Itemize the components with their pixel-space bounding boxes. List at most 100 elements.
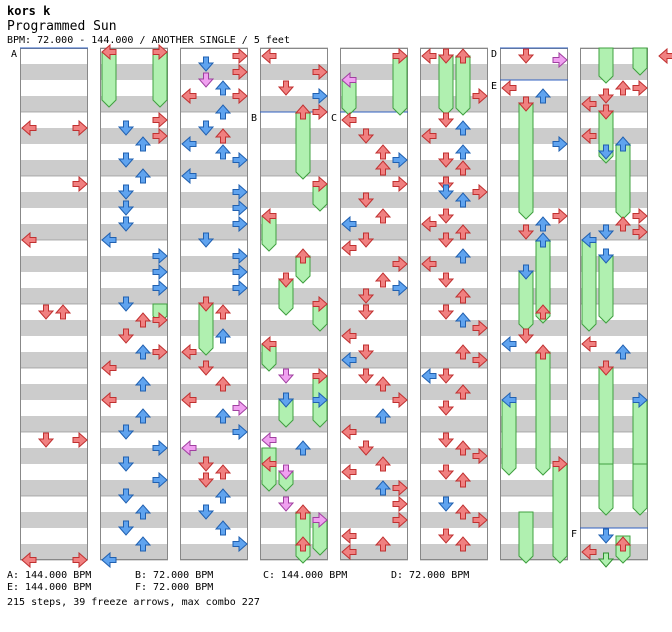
step-arrow xyxy=(197,56,215,72)
gray-stripe xyxy=(580,352,648,368)
step-arrow xyxy=(214,128,232,144)
gray-stripe xyxy=(180,544,248,560)
chart-column xyxy=(180,47,248,561)
step-arrow xyxy=(437,152,455,168)
step-arrow xyxy=(21,119,37,137)
chart-column: B xyxy=(251,47,328,564)
gray-stripe xyxy=(260,96,328,112)
gray-stripe xyxy=(500,320,568,336)
gray-stripe xyxy=(100,480,168,496)
step-arrow xyxy=(261,431,277,449)
step-arrow xyxy=(37,432,55,448)
gray-stripe xyxy=(580,256,648,272)
step-arrow xyxy=(117,424,135,440)
step-arrow xyxy=(581,231,597,249)
step-arrow xyxy=(454,248,472,264)
step-arrow xyxy=(117,200,135,216)
step-arrow xyxy=(374,480,392,496)
step-arrow xyxy=(614,136,632,152)
freeze-arrow xyxy=(518,511,534,564)
step-arrow xyxy=(437,208,455,224)
step-arrow xyxy=(437,184,455,200)
gray-stripe xyxy=(180,480,248,496)
step-arrow xyxy=(392,279,408,297)
step-arrow xyxy=(341,327,357,345)
column-border xyxy=(580,48,648,560)
gray-stripe xyxy=(500,544,568,560)
step-arrow xyxy=(214,328,232,344)
step-arrow xyxy=(101,359,117,377)
gray-stripe xyxy=(100,192,168,208)
gray-stripe xyxy=(420,544,488,560)
gray-stripe xyxy=(20,352,88,368)
step-arrow xyxy=(341,351,357,369)
step-arrow xyxy=(312,391,328,409)
step-arrow xyxy=(117,488,135,504)
step-arrow xyxy=(392,479,408,497)
step-arrow xyxy=(152,439,168,457)
step-arrow xyxy=(357,440,375,456)
step-arrow xyxy=(437,464,455,480)
gray-stripe xyxy=(580,512,648,528)
freeze-arrow xyxy=(598,367,614,476)
step-arrow xyxy=(294,248,312,264)
step-arrow xyxy=(101,43,117,61)
step-arrow xyxy=(632,223,648,241)
step-arrow xyxy=(437,432,455,448)
step-arrow xyxy=(437,528,455,544)
step-arrow xyxy=(117,328,135,344)
gray-stripe xyxy=(580,192,648,208)
step-arrow xyxy=(534,88,552,104)
step-arrow xyxy=(277,272,295,288)
gray-stripe xyxy=(340,128,408,144)
freeze-arrow xyxy=(598,255,614,324)
gray-stripe xyxy=(260,160,328,176)
step-arrow xyxy=(214,464,232,480)
step-arrow xyxy=(341,111,357,129)
step-arrow xyxy=(597,88,615,104)
step-arrow xyxy=(437,496,455,512)
step-arrow xyxy=(134,136,152,152)
gray-stripe xyxy=(340,448,408,464)
step-arrow xyxy=(214,304,232,320)
freeze-arrow xyxy=(101,51,117,108)
gray-stripe xyxy=(580,384,648,400)
gray-stripe xyxy=(180,448,248,464)
step-arrow xyxy=(341,527,357,545)
gray-stripe xyxy=(580,544,648,560)
gray-stripe xyxy=(20,288,88,304)
step-arrow xyxy=(294,104,312,120)
freeze-arrow xyxy=(552,463,568,564)
step-arrow xyxy=(232,199,248,217)
step-arrow xyxy=(214,488,232,504)
step-arrow xyxy=(214,408,232,424)
step-arrow xyxy=(374,208,392,224)
step-arrow xyxy=(454,472,472,488)
gray-stripe xyxy=(260,128,328,144)
gray-stripe xyxy=(340,320,408,336)
bpm-label-c: C: 144.000 BPM xyxy=(263,570,348,581)
step-arrow xyxy=(517,96,535,112)
gray-stripe xyxy=(340,288,408,304)
step-arrow xyxy=(552,455,568,473)
step-arrow xyxy=(614,80,632,96)
step-arrow xyxy=(472,447,488,465)
gray-stripe xyxy=(420,96,488,112)
gray-stripe xyxy=(260,480,328,496)
step-arrow xyxy=(21,231,37,249)
gray-stripe xyxy=(580,96,648,112)
freeze-arrow xyxy=(152,51,168,108)
step-arrow xyxy=(214,104,232,120)
step-arrow xyxy=(454,384,472,400)
step-arrow xyxy=(534,232,552,248)
freeze-arrow xyxy=(295,111,311,180)
gray-stripe xyxy=(500,224,568,240)
step-arrow xyxy=(374,536,392,552)
gray-stripe xyxy=(500,128,568,144)
step-arrow xyxy=(134,536,152,552)
gray-stripe xyxy=(500,256,568,272)
gray-stripe xyxy=(180,512,248,528)
step-arrow xyxy=(472,351,488,369)
step-arrow xyxy=(232,423,248,441)
step-arrow xyxy=(117,296,135,312)
